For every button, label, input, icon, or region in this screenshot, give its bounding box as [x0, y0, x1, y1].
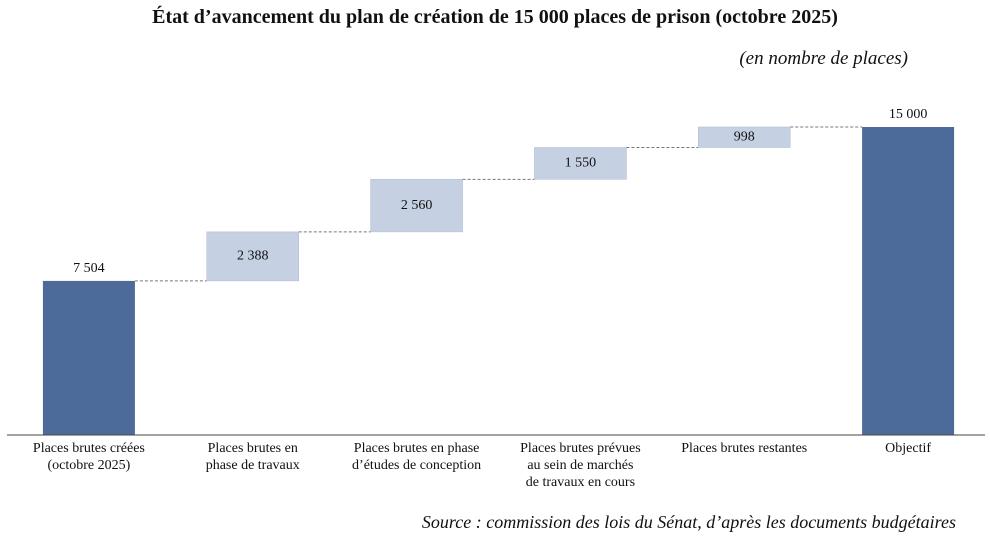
bar — [370, 179, 463, 233]
bar — [534, 147, 627, 180]
source-note: Source : commission des lois du Sénat, d… — [421, 512, 956, 532]
chart-title: État d’avancement du plan de création de… — [152, 6, 838, 28]
bar — [698, 126, 791, 148]
bar — [862, 127, 955, 435]
x-tick-label: Places brutes prévues au sein de marchés… — [520, 441, 641, 490]
x-tick-label: Objectif — [885, 441, 932, 456]
value-label: 2 560 — [401, 198, 433, 213]
bar — [206, 231, 299, 282]
value-label: 7 504 — [73, 261, 105, 276]
chart-subtitle: (en nombre de places) — [739, 48, 908, 69]
bar — [42, 280, 135, 435]
value-label: 15 000 — [889, 107, 928, 122]
value-label: 998 — [734, 129, 755, 144]
x-tick-label: Places brutes créées (octobre 2025) — [32, 441, 145, 473]
x-tick-label: Places brutes restantes — [681, 441, 808, 456]
x-tick-label: Places brutes en phase d’études de conce… — [352, 441, 482, 473]
value-label: 1 550 — [565, 156, 597, 171]
value-label: 2 388 — [237, 249, 269, 264]
x-tick-label: Places brutes en phase de travaux — [205, 441, 300, 473]
